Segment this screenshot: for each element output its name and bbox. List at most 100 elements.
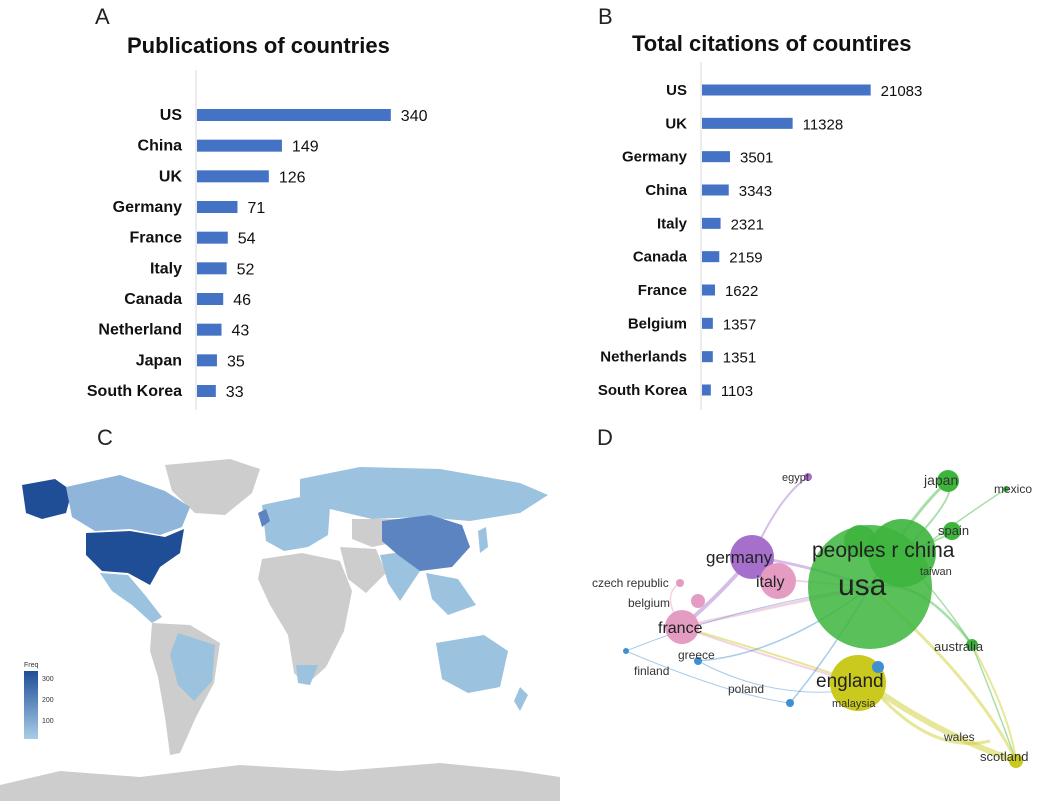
value-label: 1351 xyxy=(723,350,756,367)
label-england: england xyxy=(816,671,884,692)
legend-tick-300: 300 xyxy=(42,676,54,683)
legend-colorbar xyxy=(24,671,38,739)
bar-chart-citations: US 21083 UK 11328 Germany 3501 China 3343 Italy 2… xyxy=(598,62,922,410)
label-australia: australia xyxy=(934,639,984,654)
bar xyxy=(197,170,269,183)
panel-b: B Total citations of countires US 21083 UK… xyxy=(520,0,1052,420)
network-labels: usa peoples r china japan mexico spain t… xyxy=(592,472,1032,764)
node-scotland xyxy=(1009,754,1023,768)
node-france xyxy=(665,610,699,644)
category-label: China xyxy=(138,138,183,155)
map-australia xyxy=(436,635,508,693)
map-new-zealand xyxy=(514,687,528,711)
bar xyxy=(197,109,391,121)
node-czech xyxy=(676,579,684,587)
panel-letter-d: D xyxy=(597,425,613,450)
bar xyxy=(702,251,720,263)
value-label: 3501 xyxy=(740,150,773,167)
label-china: peoples r china xyxy=(812,539,955,562)
category-label: Canada xyxy=(633,249,688,266)
node-japan xyxy=(937,470,959,492)
node-china-2 xyxy=(844,525,876,557)
map-russia xyxy=(300,467,548,521)
value-label: 33 xyxy=(226,384,244,401)
label-greece: greece xyxy=(678,648,715,662)
label-france: france xyxy=(658,620,703,637)
category-label: China xyxy=(645,182,687,199)
value-label: 2159 xyxy=(729,250,762,267)
map-brazil xyxy=(170,633,215,701)
node-mexico xyxy=(1003,486,1009,492)
node-china xyxy=(868,519,936,587)
node-australia xyxy=(966,639,978,651)
map-uk xyxy=(258,509,270,527)
chart-title-b: Total citations of countires xyxy=(632,31,912,56)
value-label: 1357 xyxy=(723,316,756,333)
value-label: 35 xyxy=(227,353,245,370)
label-scotland: scotland xyxy=(980,749,1028,764)
bar-chart-publications: US 340 China 149 UK 126 Germany 71 France 54 Italy… xyxy=(87,70,428,410)
bar xyxy=(702,151,731,163)
label-czech: czech republic xyxy=(592,576,669,590)
category-label: Netherlands xyxy=(600,349,687,366)
bar xyxy=(197,354,217,367)
label-japan: japan xyxy=(923,472,958,488)
label-germany: germany xyxy=(706,548,773,567)
map-mexico xyxy=(100,573,162,623)
bar xyxy=(702,384,711,396)
bar xyxy=(197,201,238,213)
category-label: UK xyxy=(665,115,687,132)
world-map: Freq 300 200 100 xyxy=(0,459,560,801)
label-malaysia: malaysia xyxy=(832,698,876,710)
value-label: 46 xyxy=(233,292,251,309)
bar xyxy=(197,293,224,305)
bar xyxy=(197,231,228,244)
node-germany xyxy=(730,535,774,579)
label-finland: finland xyxy=(634,664,669,678)
value-label: 43 xyxy=(232,323,250,340)
bar xyxy=(197,139,282,152)
label-wales: wales xyxy=(943,730,975,744)
bar xyxy=(197,385,216,397)
bar xyxy=(197,323,222,336)
node-england xyxy=(830,655,886,711)
map-greenland xyxy=(165,459,260,515)
bar xyxy=(197,262,227,275)
category-label: UK xyxy=(159,168,183,185)
chart-title-a: Publications of countries xyxy=(127,33,390,58)
map-japan xyxy=(478,527,488,553)
bar xyxy=(702,351,713,363)
map-southeast-asia xyxy=(426,573,476,615)
label-belgium: belgium xyxy=(628,596,670,610)
category-label: Netherland xyxy=(98,322,182,339)
value-label: 3343 xyxy=(739,183,772,200)
category-label: Germany xyxy=(622,149,688,166)
category-label: France xyxy=(638,282,687,299)
bar xyxy=(702,184,729,196)
label-mexico: mexico xyxy=(994,482,1032,496)
node-blue-small xyxy=(872,661,884,673)
category-label: Japan xyxy=(136,352,182,369)
bar xyxy=(702,117,793,129)
label-spain: spain xyxy=(938,523,969,538)
node-spain xyxy=(943,522,961,540)
value-label: 2321 xyxy=(731,216,764,233)
map-south-africa xyxy=(296,665,318,685)
map-africa xyxy=(258,553,352,685)
label-egypt: egypt xyxy=(782,472,809,484)
category-label: Canada xyxy=(124,291,182,308)
category-label: France xyxy=(130,230,183,247)
category-label: Italy xyxy=(150,260,182,277)
value-label: 54 xyxy=(238,231,256,248)
node-italy xyxy=(760,563,796,599)
label-italy: italy xyxy=(756,574,784,591)
value-label: 1622 xyxy=(725,283,758,300)
panel-c-world-map: Freq 300 200 100 xyxy=(0,455,560,801)
label-usa: usa xyxy=(838,569,887,602)
value-label: 11328 xyxy=(803,116,844,133)
panel-letter-b: B xyxy=(598,4,613,29)
category-label: South Korea xyxy=(598,382,688,399)
category-label: Italy xyxy=(657,215,688,232)
bar xyxy=(702,317,713,329)
node-poland xyxy=(786,699,794,707)
